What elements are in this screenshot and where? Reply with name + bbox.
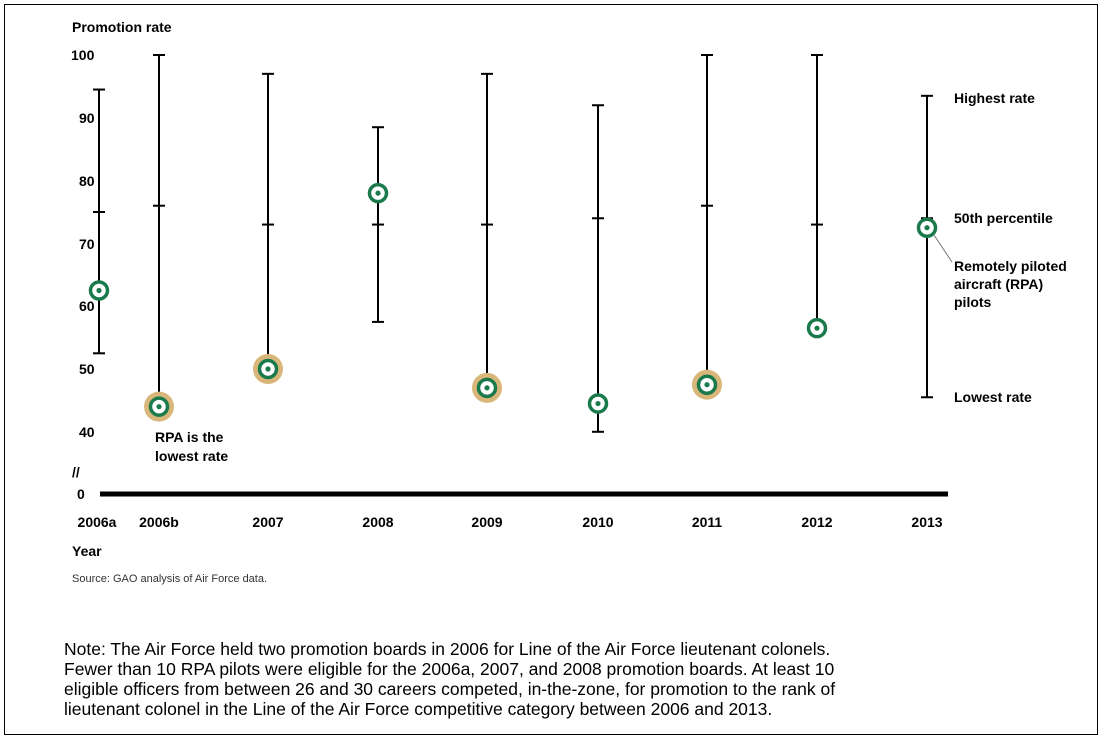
y-tick-70: 70	[79, 236, 95, 252]
y-tick-90: 90	[79, 110, 95, 126]
legend-lowest-rate: Lowest rate	[954, 389, 1032, 405]
x-tick-2006a: 2006a	[78, 514, 117, 530]
y-tick-labels: 100 90 80 70 60 50 40 // 0	[71, 47, 95, 502]
source-note: Source: GAO analysis of Air Force data.	[72, 573, 267, 585]
x-tick-labels: 2006a 2006b 2007 2008 2009 2010 2011 2012 2013	[78, 514, 943, 530]
y-tick-0: 0	[77, 486, 85, 502]
y-axis-title: Promotion rate	[72, 19, 172, 35]
y-tick-40: 40	[79, 424, 95, 440]
rpa-marker-dot-2008	[375, 190, 381, 196]
annotation-rpa-lowest-line2: lowest rate	[155, 448, 228, 464]
range-bars	[93, 54, 933, 433]
rpa-marker-dot-2006a	[96, 287, 102, 294]
legend-labels: Highest rate 50th percentile Remotely pi…	[933, 90, 1067, 405]
annotation-rpa-lowest-line1: RPA is the	[155, 429, 224, 445]
footnote-line-4: lieutenant colonel in the Line of the Ai…	[64, 699, 773, 719]
x-tick-2010: 2010	[582, 514, 613, 530]
legend-50th-percentile: 50th percentile	[954, 210, 1053, 226]
rpa-marker-dot-2011	[704, 382, 710, 388]
rpa-marker-dot-2006b	[156, 404, 162, 410]
rpa-marker-dot-2012	[814, 325, 820, 331]
legend-rpa-line2: aircraft (RPA)	[954, 276, 1043, 292]
footnote-line-1: Note: The Air Force held two promotion b…	[64, 639, 831, 659]
footnote: Note: The Air Force held two promotion b…	[64, 639, 1084, 719]
y-tick-100: 100	[71, 47, 95, 63]
rpa-marker-dot-2013	[924, 225, 930, 231]
axis-break-mark: //	[72, 464, 80, 480]
rpa-markers	[88, 182, 938, 422]
y-tick-80: 80	[79, 173, 95, 189]
y-tick-60: 60	[79, 298, 95, 314]
x-tick-2008: 2008	[362, 514, 393, 530]
x-axis-title: Year	[72, 543, 102, 559]
x-tick-2012: 2012	[801, 514, 832, 530]
x-tick-2006b: 2006b	[139, 514, 179, 530]
footnote-line-2: Fewer than 10 RPA pilots were eligible f…	[64, 659, 835, 679]
x-tick-2011: 2011	[692, 514, 723, 530]
footnote-line-3: eligible officers from between 26 and 30…	[64, 679, 836, 699]
x-tick-2013: 2013	[911, 514, 942, 530]
y-tick-50: 50	[79, 361, 95, 377]
rpa-marker-dot-2007	[265, 366, 271, 372]
x-tick-2007: 2007	[252, 514, 283, 530]
rpa-marker-dot-2010	[595, 400, 601, 407]
figure-frame	[4, 4, 1098, 735]
rpa-marker-dot-2009	[484, 385, 490, 391]
legend-highest-rate: Highest rate	[954, 90, 1035, 106]
x-tick-2009: 2009	[471, 514, 502, 530]
legend-rpa-line3: pilots	[954, 294, 992, 310]
legend-rpa-line1: Remotely piloted	[954, 258, 1067, 274]
legend-rpa-leader-line	[933, 234, 953, 263]
